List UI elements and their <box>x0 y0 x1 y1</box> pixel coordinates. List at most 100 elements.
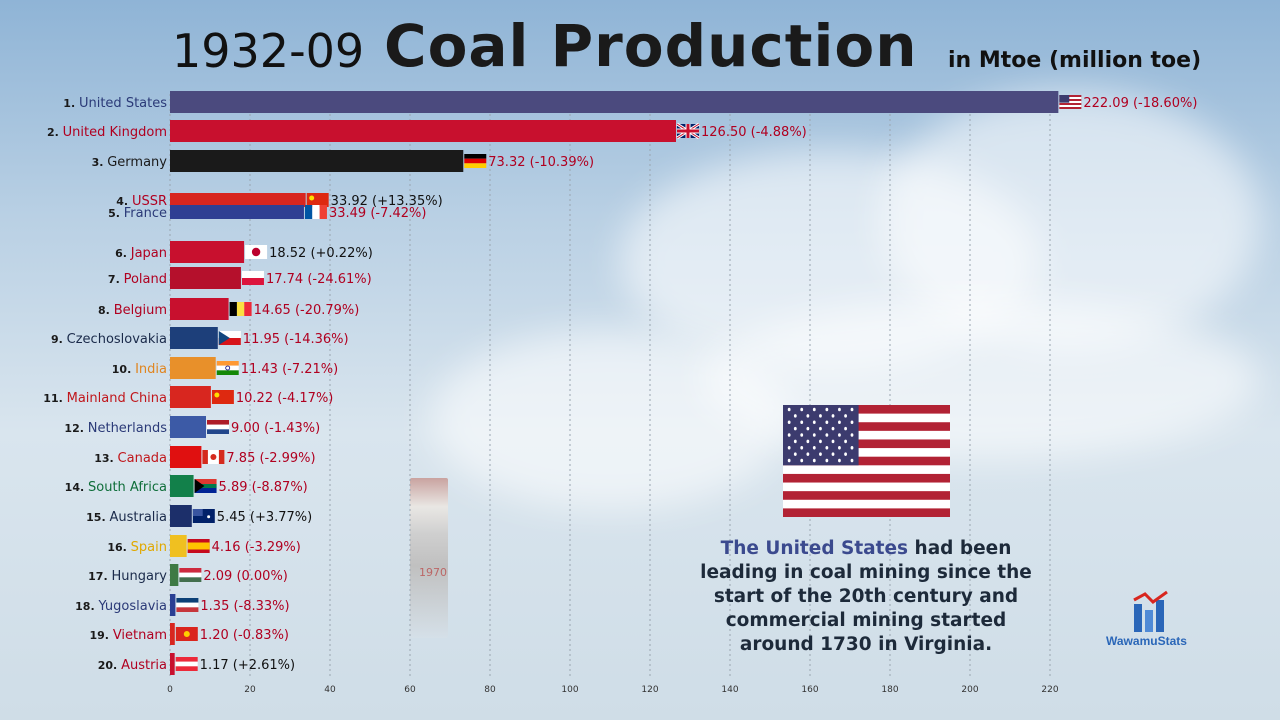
x-tick-label: 200 <box>961 685 978 695</box>
flag-cn-icon <box>306 193 329 207</box>
x-tick-label: 80 <box>484 685 496 695</box>
wawamustats-logo-icon <box>1133 590 1168 632</box>
bar-mainland-china <box>170 386 211 408</box>
rank-label: 19. <box>89 629 112 642</box>
flag-de-icon <box>464 154 487 168</box>
value-change: (0.00%) <box>236 569 287 584</box>
value-number: 11.95 <box>243 332 284 347</box>
chimney-label: 1970 <box>419 566 447 579</box>
flag-au-icon <box>192 509 215 523</box>
bar-yugoslavia <box>170 594 176 616</box>
bar-france <box>170 205 304 219</box>
country-name: Canada <box>118 451 167 466</box>
value-change: (-3.29%) <box>245 540 301 555</box>
flag-za-icon <box>194 479 217 493</box>
value-number: 17.74 <box>266 272 307 287</box>
value-number: 222.09 <box>1083 96 1133 111</box>
x-tick-label: 40 <box>324 685 336 695</box>
bar-category-label: 18. Yugoslavia <box>75 599 167 614</box>
country-name: Mainland China <box>67 391 167 406</box>
caption-text: The United States had been leading in co… <box>690 537 1042 657</box>
country-name: Poland <box>124 272 167 287</box>
value-change: (-2.99%) <box>259 451 315 466</box>
rank-label: 5. <box>108 207 124 220</box>
bar-value-label: 7.85 (-2.99%) <box>226 451 315 466</box>
flag-jp-icon <box>245 245 268 259</box>
country-name: United Kingdom <box>63 125 167 140</box>
flag-be-icon <box>229 302 252 316</box>
bar-czechoslovakia <box>170 327 218 349</box>
value-change: (+0.22%) <box>310 246 372 261</box>
bar-value-label: 18.52 (+0.22%) <box>269 246 373 261</box>
bar-category-label: 16. Spain <box>107 540 167 555</box>
rank-label: 2. <box>47 126 63 139</box>
value-number: 2.09 <box>203 569 236 584</box>
country-name: United States <box>79 96 167 111</box>
bar-category-label: 3. Germany <box>92 155 168 170</box>
bar-germany <box>170 150 464 172</box>
rank-label: 14. <box>65 481 88 494</box>
flag-hu-icon <box>179 568 202 582</box>
rank-label: 15. <box>86 511 109 524</box>
unit-label: in Mtoe (million toe) <box>948 48 1202 73</box>
flag-at-icon <box>175 657 198 671</box>
bar-value-label: 5.45 (+3.77%) <box>217 510 312 525</box>
bar-spain <box>170 535 187 557</box>
bar-category-label: 19. Vietnam <box>89 628 167 643</box>
x-tick-label: 100 <box>561 685 578 695</box>
country-name: Germany <box>107 155 167 170</box>
x-tick-label: 220 <box>1041 685 1058 695</box>
bar-category-label: 2. United Kingdom <box>47 125 167 140</box>
country-name: Vietnam <box>113 628 167 643</box>
bar-value-label: 11.43 (-7.21%) <box>241 362 339 377</box>
x-tick-label: 140 <box>721 685 738 695</box>
country-name: Austria <box>121 658 167 673</box>
value-number: 5.45 <box>217 510 250 525</box>
value-number: 18.52 <box>269 246 310 261</box>
value-change: (-10.39%) <box>530 155 594 170</box>
country-name: Yugoslavia <box>97 599 167 614</box>
bar-category-label: 12. Netherlands <box>64 421 167 436</box>
bar-value-label: 5.89 (-8.87%) <box>219 480 308 495</box>
flag-uk-icon <box>676 122 700 140</box>
value-change: (-18.60%) <box>1133 96 1197 111</box>
x-tick-label: 60 <box>404 685 416 695</box>
bar-category-label: 8. Belgium <box>98 303 167 318</box>
value-change: (-4.17%) <box>277 391 333 406</box>
flag-yu-icon <box>176 598 199 612</box>
country-name: Spain <box>131 540 167 555</box>
x-tick-label: 120 <box>641 685 658 695</box>
bar-japan <box>170 241 245 263</box>
bar-category-label: 6. Japan <box>115 246 167 261</box>
bar-value-label: 9.00 (-1.43%) <box>231 421 320 436</box>
rank-label: 18. <box>75 600 98 613</box>
rank-label: 7. <box>108 273 124 286</box>
bar-south-africa <box>170 475 194 497</box>
value-number: 33.49 <box>329 206 370 221</box>
country-name: Belgium <box>114 303 167 318</box>
country-name: Australia <box>109 510 167 525</box>
value-change: (-7.21%) <box>282 362 338 377</box>
rank-label: 16. <box>107 541 130 554</box>
flag-vn-icon <box>175 627 198 641</box>
value-change: (+13.35%) <box>372 194 443 209</box>
bar-vietnam <box>170 623 175 645</box>
rank-label: 4. <box>116 195 132 208</box>
bar-value-label: 222.09 (-18.60%) <box>1083 96 1197 111</box>
bar-value-label: 10.22 (-4.17%) <box>236 391 334 406</box>
value-number: 4.16 <box>212 540 245 555</box>
current-date: 1932-09 <box>172 24 365 78</box>
value-change: (-20.79%) <box>295 303 359 318</box>
value-number: 5.89 <box>219 480 252 495</box>
bar-value-label: 33.49 (-7.42%) <box>329 206 427 221</box>
bar-value-label: 1.20 (-0.83%) <box>200 628 289 643</box>
flag-cz-icon <box>218 331 241 345</box>
caption-rest: had been leading in coal mining since th… <box>700 538 1032 655</box>
country-name: Japan <box>130 246 167 261</box>
value-number: 73.32 <box>488 155 529 170</box>
bar-value-label: 126.50 (-4.88%) <box>701 125 807 140</box>
bar-value-label: 11.95 (-14.36%) <box>243 332 349 347</box>
value-change: (-14.36%) <box>284 332 348 347</box>
value-change: (-8.33%) <box>233 599 289 614</box>
rank-label: 12. <box>64 422 87 435</box>
